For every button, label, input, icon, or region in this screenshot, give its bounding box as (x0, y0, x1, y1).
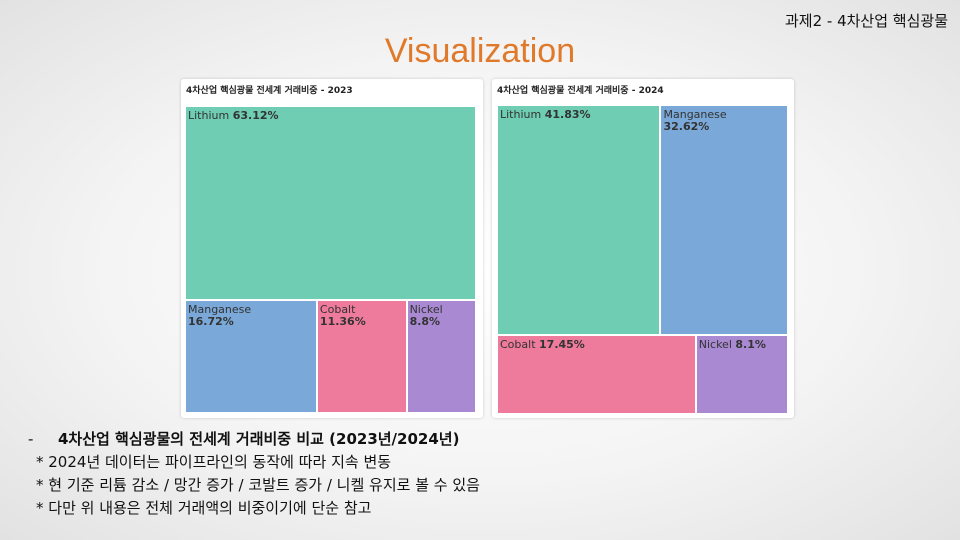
notes-section: - 4차산업 핵심광물의 전세계 거래비중 비교 (2023년/2024년) * … (28, 428, 480, 520)
tile-value-label: 41.83% (544, 108, 591, 121)
note-line-2: * 현 기준 리튬 감소 / 망간 증가 / 코발트 증가 / 니켈 유지로 볼… (36, 476, 480, 494)
treemap-tile-lithium[interactable]: Lithium 63.12% (185, 106, 476, 300)
tile-category-label: Cobalt (500, 338, 536, 352)
tile-category-label: Lithium (188, 109, 230, 122)
corner-title: 과제2 - 4차산업 핵심광물 (784, 12, 948, 30)
tile-category-label: Manganese (663, 108, 727, 121)
page-title: Visualization (384, 32, 576, 70)
tile-value-label: 8.8% (409, 314, 441, 328)
chart-title-2024: 4차산업 핵심광물 전세계 거래비중 - 2024 (497, 86, 664, 96)
treemap-tile-nickel[interactable]: Nickel 8.8% (406, 299, 476, 413)
tile-value-label: 11.36% (319, 314, 366, 328)
tile-value-label: 16.72% (188, 314, 234, 328)
treemap-tile-manganese[interactable]: Manganese 16.72% (185, 299, 317, 413)
tile-category-label: Cobalt (319, 302, 356, 316)
tile-value-label: 8.1% (735, 338, 766, 352)
treemap-tile-manganese[interactable]: Manganese 32.62% (660, 105, 788, 336)
treemap-tile-nickel[interactable]: Nickel 8.1% (695, 335, 788, 414)
tile-category-label: Nickel (409, 302, 443, 316)
tile-value-label: 32.62% (663, 120, 710, 133)
notes-heading-row: - 4차산업 핵심광물의 전세계 거래비중 비교 (2023년/2024년) (28, 428, 480, 451)
note-line-1: * 2024년 데이터는 파이프라인의 동작에 따라 지속 변동 (36, 453, 392, 471)
treemap-card-2023: 4차산업 핵심광물 전세계 거래비중 - 2023 Lithium 63.12%… (181, 79, 483, 418)
tile-category-label: Nickel (698, 338, 732, 352)
note-line-3: * 다만 위 내용은 전체 거래액의 비중이기에 단순 참고 (36, 499, 372, 517)
treemap-card-2024: 4차산업 핵심광물 전세계 거래비중 - 2024 Lithium 41.83%… (492, 79, 794, 418)
chart-title-2023: 4차산업 핵심광물 전세계 거래비중 - 2023 (186, 86, 353, 96)
treemap-tile-lithium[interactable]: Lithium 41.83% (497, 105, 661, 336)
tile-value-label: 17.45% (539, 338, 585, 352)
tile-category-label: Lithium (500, 108, 542, 121)
treemap-tile-cobalt[interactable]: Cobalt 11.36% (316, 299, 407, 413)
tile-value-label: 63.12% (232, 109, 279, 122)
notes-heading: 4차산업 핵심광물의 전세계 거래비중 비교 (2023년/2024년) (58, 430, 460, 448)
tile-category-label: Manganese (188, 302, 252, 316)
treemap-tile-cobalt[interactable]: Cobalt 17.45% (497, 335, 696, 414)
bullet-dash: - (28, 430, 34, 448)
